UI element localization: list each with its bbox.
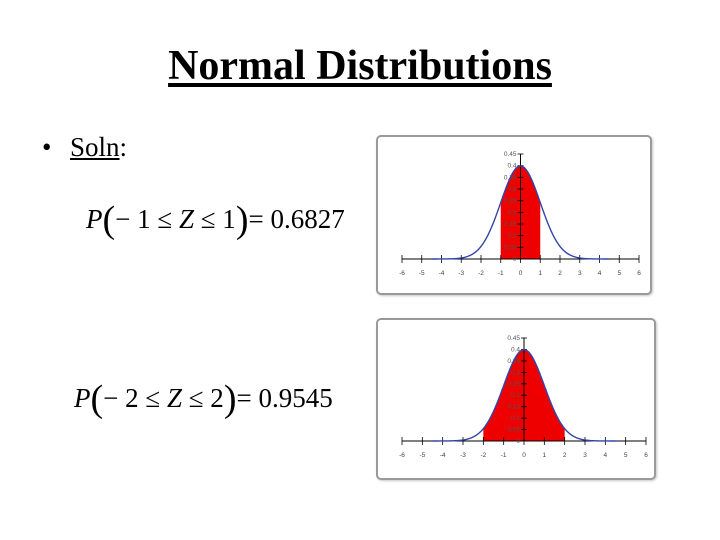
y-tick-label: 0.2	[507, 209, 516, 216]
x-tick-label: -3	[458, 270, 464, 277]
soln-label: Soln	[70, 132, 120, 162]
eq2-open-paren: (	[90, 378, 104, 420]
x-tick-label: 3	[583, 452, 587, 459]
normal-curve-chart-1: -6 -5 -4 -3 -2 -1 0 1 2 3 4 5 6 0 0.05 0.1 0.15 0.2 0.25 0.…	[399, 151, 641, 277]
eq2-upper: ≤ 2	[181, 383, 224, 413]
x-tick-label: 6	[637, 270, 641, 277]
eq1-lower: − 1 ≤	[115, 204, 179, 234]
equation-1: P(− 1 ≤ Z ≤ 1)= 0.6827	[86, 198, 345, 242]
eq2-variable: Z	[166, 383, 182, 413]
y-tick-label: 0.25	[504, 198, 517, 205]
eq2-prob-symbol: P	[74, 383, 91, 413]
y-tick-label: 0.05	[504, 244, 517, 251]
normal-curve-plot-1: -6 -5 -4 -3 -2 -1 0 1 2 3 4 5 6 0 0.05 0.1 0.15 0.2 0.25 0.…	[376, 135, 652, 295]
x-tick-label: 0	[519, 270, 523, 277]
x-tick-label: 3	[578, 270, 582, 277]
x-tick-label: -5	[419, 452, 425, 459]
bullet-icon: •	[42, 132, 52, 162]
x-tick-label: 5	[624, 452, 628, 459]
y-tick-label: 0.15	[507, 404, 520, 411]
y-tick-label: 0.3	[511, 369, 520, 376]
density-curve	[431, 165, 610, 260]
x-tick-label: -6	[399, 270, 405, 277]
x-tick-label: -5	[419, 270, 425, 277]
x-tick-label: 5	[617, 270, 621, 277]
x-tick-label: -1	[501, 452, 507, 459]
y-tick-label: 0	[516, 438, 520, 445]
x-tick-label: -3	[460, 452, 466, 459]
eq1-prob-symbol: P	[86, 204, 103, 234]
slide-title: Normal Distributions	[168, 43, 552, 89]
eq1-variable: Z	[178, 204, 194, 234]
y-tick-label: 0.45	[504, 151, 517, 158]
x-tick-label: 4	[598, 270, 602, 277]
x-tick-label: -4	[439, 270, 445, 277]
x-tick-label: 4	[604, 452, 608, 459]
y-tick-label: 0.05	[507, 427, 520, 434]
x-tick-label: 1	[538, 270, 542, 277]
density-curve	[432, 348, 616, 442]
x-tick-label: 1	[543, 452, 547, 459]
bullet-soln: • Soln:	[42, 132, 127, 163]
eq1-upper: ≤ 1	[193, 204, 236, 234]
soln-colon: :	[119, 132, 128, 162]
y-tick-label: 0	[513, 256, 517, 263]
eq2-result: = 0.9545	[236, 383, 333, 413]
y-tick-label: 0.1	[511, 415, 520, 422]
normal-curve-chart-2: -6 -5 -4 -3 -2 -1 0 1 2 3 4 5 6 0 0.05 0.1 0.15 0.2 0.25 0.…	[399, 335, 648, 459]
x-tick-label: 6	[644, 452, 648, 459]
x-tick-label: -4	[440, 452, 446, 459]
x-tick-label: 2	[558, 270, 562, 277]
y-tick-label: 0.4	[507, 163, 516, 170]
x-tick-label: -2	[480, 452, 486, 459]
x-tick-label: -1	[498, 270, 504, 277]
eq1-close-paren: )	[235, 199, 249, 241]
x-tick-label: 0	[522, 452, 526, 459]
y-tick-label: 0.3	[507, 186, 516, 193]
eq1-result: = 0.6827	[248, 204, 345, 234]
y-tick-label: 0.2	[511, 392, 520, 399]
x-tick-label: 2	[563, 452, 567, 459]
eq2-lower: − 2 ≤	[103, 383, 167, 413]
eq1-open-paren: (	[102, 199, 116, 241]
x-tick-label: -6	[399, 452, 405, 459]
y-tick-label: 0.1	[507, 233, 516, 240]
eq2-close-paren: )	[223, 378, 237, 420]
equation-2: P(− 2 ≤ Z ≤ 2)= 0.9545	[74, 377, 333, 421]
x-tick-label: -2	[478, 270, 484, 277]
y-tick-label: 0.15	[504, 221, 517, 228]
y-tick-label: 0.25	[507, 381, 520, 388]
y-tick-label: 0.45	[507, 335, 520, 342]
y-tick-label: 0.4	[511, 346, 520, 353]
normal-curve-plot-2: -6 -5 -4 -3 -2 -1 0 1 2 3 4 5 6 0 0.05 0.1 0.15 0.2 0.25 0.…	[376, 318, 656, 480]
